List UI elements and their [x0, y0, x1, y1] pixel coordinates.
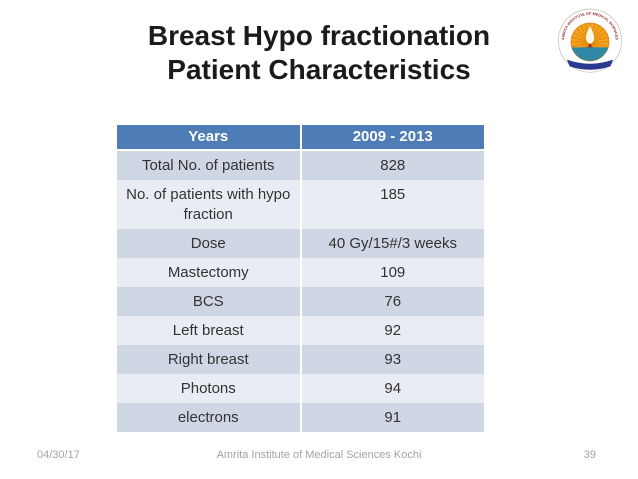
table-row: Photons 94	[117, 374, 484, 403]
table-row: Right breast 93	[117, 345, 484, 374]
table-header-period: 2009 - 2013	[300, 125, 484, 151]
logo-ribbon	[566, 59, 614, 70]
title-line-2: Patient Characteristics	[167, 54, 471, 85]
title-line-1: Breast Hypo fractionation	[147, 20, 491, 51]
row-label: Dose	[117, 229, 302, 258]
logo-water	[571, 47, 609, 61]
patient-characteristics-table: Years 2009 - 2013 Total No. of patients …	[117, 125, 484, 432]
row-value: 828	[300, 150, 484, 180]
row-label: Total No. of patients	[117, 150, 302, 180]
table-row: Dose 40 Gy/15#/3 weeks	[117, 229, 484, 258]
row-label: Mastectomy	[117, 258, 302, 287]
logo-figure	[588, 44, 592, 48]
footer-date: 04/30/17	[37, 449, 80, 461]
table-header-row: Years 2009 - 2013	[117, 125, 484, 151]
row-value: 94	[300, 374, 484, 403]
table-row: Left breast 92	[117, 316, 484, 345]
footer-institution: Amrita Institute of Medical Sciences Koc…	[216, 449, 422, 461]
row-label: Left breast	[117, 316, 302, 345]
row-value: 93	[300, 345, 484, 374]
row-value: 185	[300, 180, 484, 229]
table-header-years: Years	[117, 125, 302, 151]
footer-page-number: 39	[583, 449, 596, 461]
row-label: Photons	[117, 374, 302, 403]
table-row: BCS 76	[117, 287, 484, 316]
row-value: 91	[300, 403, 484, 432]
table-row: No. of patients with hypo fraction 185	[117, 180, 484, 229]
row-label: electrons	[117, 403, 302, 432]
page-title: Breast Hypo fractionation Patient Charac…	[0, 19, 638, 87]
row-label: Right breast	[117, 345, 302, 374]
row-label: No. of patients with hypo fraction	[117, 180, 302, 229]
table-row: Mastectomy 109	[117, 258, 484, 287]
row-value: 40 Gy/15#/3 weeks	[300, 229, 484, 258]
row-value: 92	[300, 316, 484, 345]
amrita-institute-logo: AMRITA INSTITUTE OF MEDICAL SCIENCES	[558, 8, 622, 73]
table-row: electrons 91	[117, 403, 484, 432]
logo-flame	[585, 25, 595, 44]
row-label: BCS	[117, 287, 302, 316]
row-value: 109	[300, 258, 484, 287]
table-row: Total No. of patients 828	[117, 150, 484, 180]
row-value: 76	[300, 287, 484, 316]
